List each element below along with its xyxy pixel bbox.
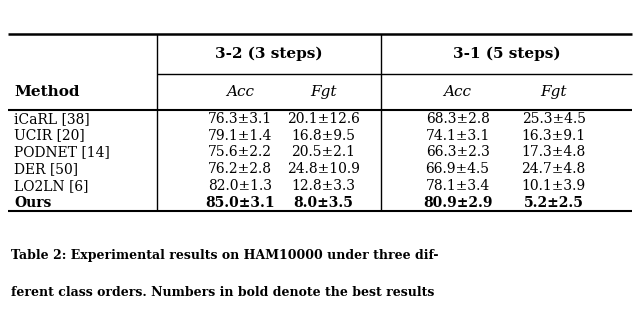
Text: 75.6±2.2: 75.6±2.2: [208, 145, 272, 159]
Text: 68.3±2.8: 68.3±2.8: [426, 112, 490, 126]
Text: 8.0±3.5: 8.0±3.5: [293, 196, 353, 210]
Text: LO2LN [6]: LO2LN [6]: [14, 179, 88, 193]
Text: Ours: Ours: [14, 196, 51, 210]
Text: Fgt: Fgt: [310, 85, 337, 99]
Text: ferent class orders. Numbers in bold denote the best results: ferent class orders. Numbers in bold den…: [11, 286, 435, 299]
Text: 16.3±9.1: 16.3±9.1: [522, 129, 586, 143]
Text: 10.1±3.9: 10.1±3.9: [522, 179, 586, 193]
Text: 3-2 (3 steps): 3-2 (3 steps): [215, 46, 323, 61]
Text: 76.2±2.8: 76.2±2.8: [208, 162, 272, 176]
Text: 76.3±3.1: 76.3±3.1: [208, 112, 272, 126]
Text: 5.2±2.5: 5.2±2.5: [524, 196, 584, 210]
Text: 3-1 (5 steps): 3-1 (5 steps): [452, 46, 561, 61]
Text: 80.9±2.9: 80.9±2.9: [423, 196, 492, 210]
Text: iCaRL [38]: iCaRL [38]: [14, 112, 90, 126]
Text: 20.1±12.6: 20.1±12.6: [287, 112, 360, 126]
Text: 66.3±2.3: 66.3±2.3: [426, 145, 490, 159]
Text: 24.7±4.8: 24.7±4.8: [522, 162, 586, 176]
Text: 24.8±10.9: 24.8±10.9: [287, 162, 360, 176]
Text: 85.0±3.1: 85.0±3.1: [205, 196, 275, 210]
Text: 82.0±1.3: 82.0±1.3: [208, 179, 272, 193]
Text: 25.3±4.5: 25.3±4.5: [522, 112, 586, 126]
Text: 74.1±3.1: 74.1±3.1: [426, 129, 490, 143]
Text: Fgt: Fgt: [540, 85, 567, 99]
Text: Table 2: Experimental results on HAM10000 under three dif-: Table 2: Experimental results on HAM1000…: [11, 250, 438, 262]
Text: PODNET [14]: PODNET [14]: [14, 145, 110, 159]
Text: 17.3±4.8: 17.3±4.8: [522, 145, 586, 159]
Text: DER [50]: DER [50]: [14, 162, 78, 176]
Text: 79.1±1.4: 79.1±1.4: [208, 129, 272, 143]
Text: 78.1±3.4: 78.1±3.4: [426, 179, 490, 193]
Text: UCIR [20]: UCIR [20]: [14, 129, 85, 143]
Text: Acc: Acc: [444, 85, 472, 99]
Text: Method: Method: [14, 85, 79, 99]
Text: 12.8±3.3: 12.8±3.3: [291, 179, 355, 193]
Text: Acc: Acc: [226, 85, 254, 99]
Text: 20.5±2.1: 20.5±2.1: [291, 145, 355, 159]
Text: 16.8±9.5: 16.8±9.5: [291, 129, 355, 143]
Text: 66.9±4.5: 66.9±4.5: [426, 162, 490, 176]
